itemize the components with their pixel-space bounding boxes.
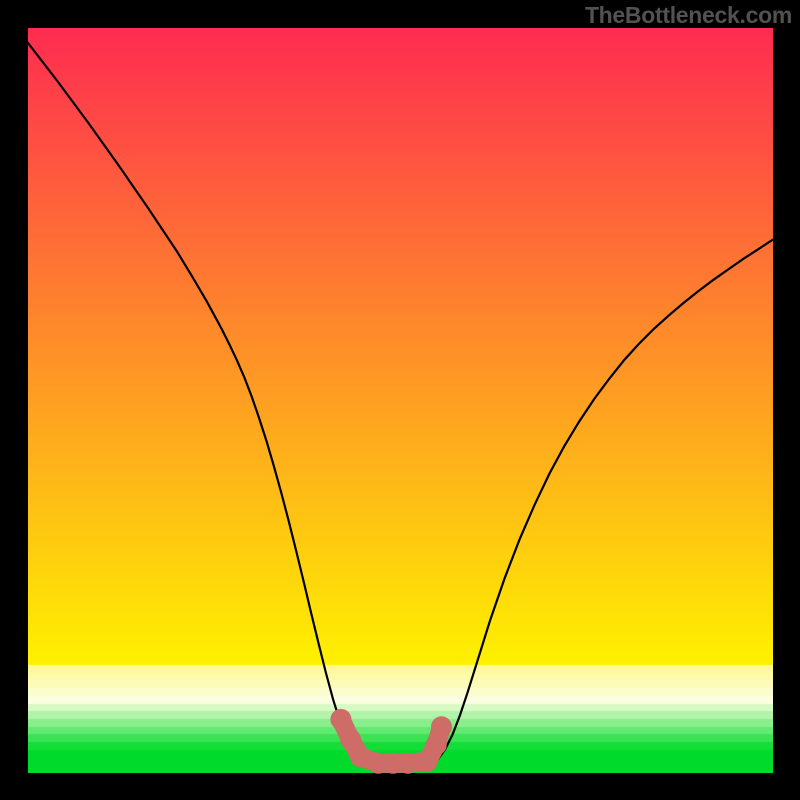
data-dot — [426, 734, 447, 755]
curve-right — [423, 240, 773, 770]
curve-left — [28, 43, 378, 769]
watermark-label: TheBottleneck.com — [585, 2, 792, 29]
data-dot — [397, 753, 418, 774]
data-dot — [350, 746, 371, 767]
chart-overlay-svg — [0, 0, 800, 800]
chart-root: TheBottleneck.com — [0, 0, 800, 800]
data-dot — [330, 709, 351, 730]
data-dot — [431, 716, 452, 737]
